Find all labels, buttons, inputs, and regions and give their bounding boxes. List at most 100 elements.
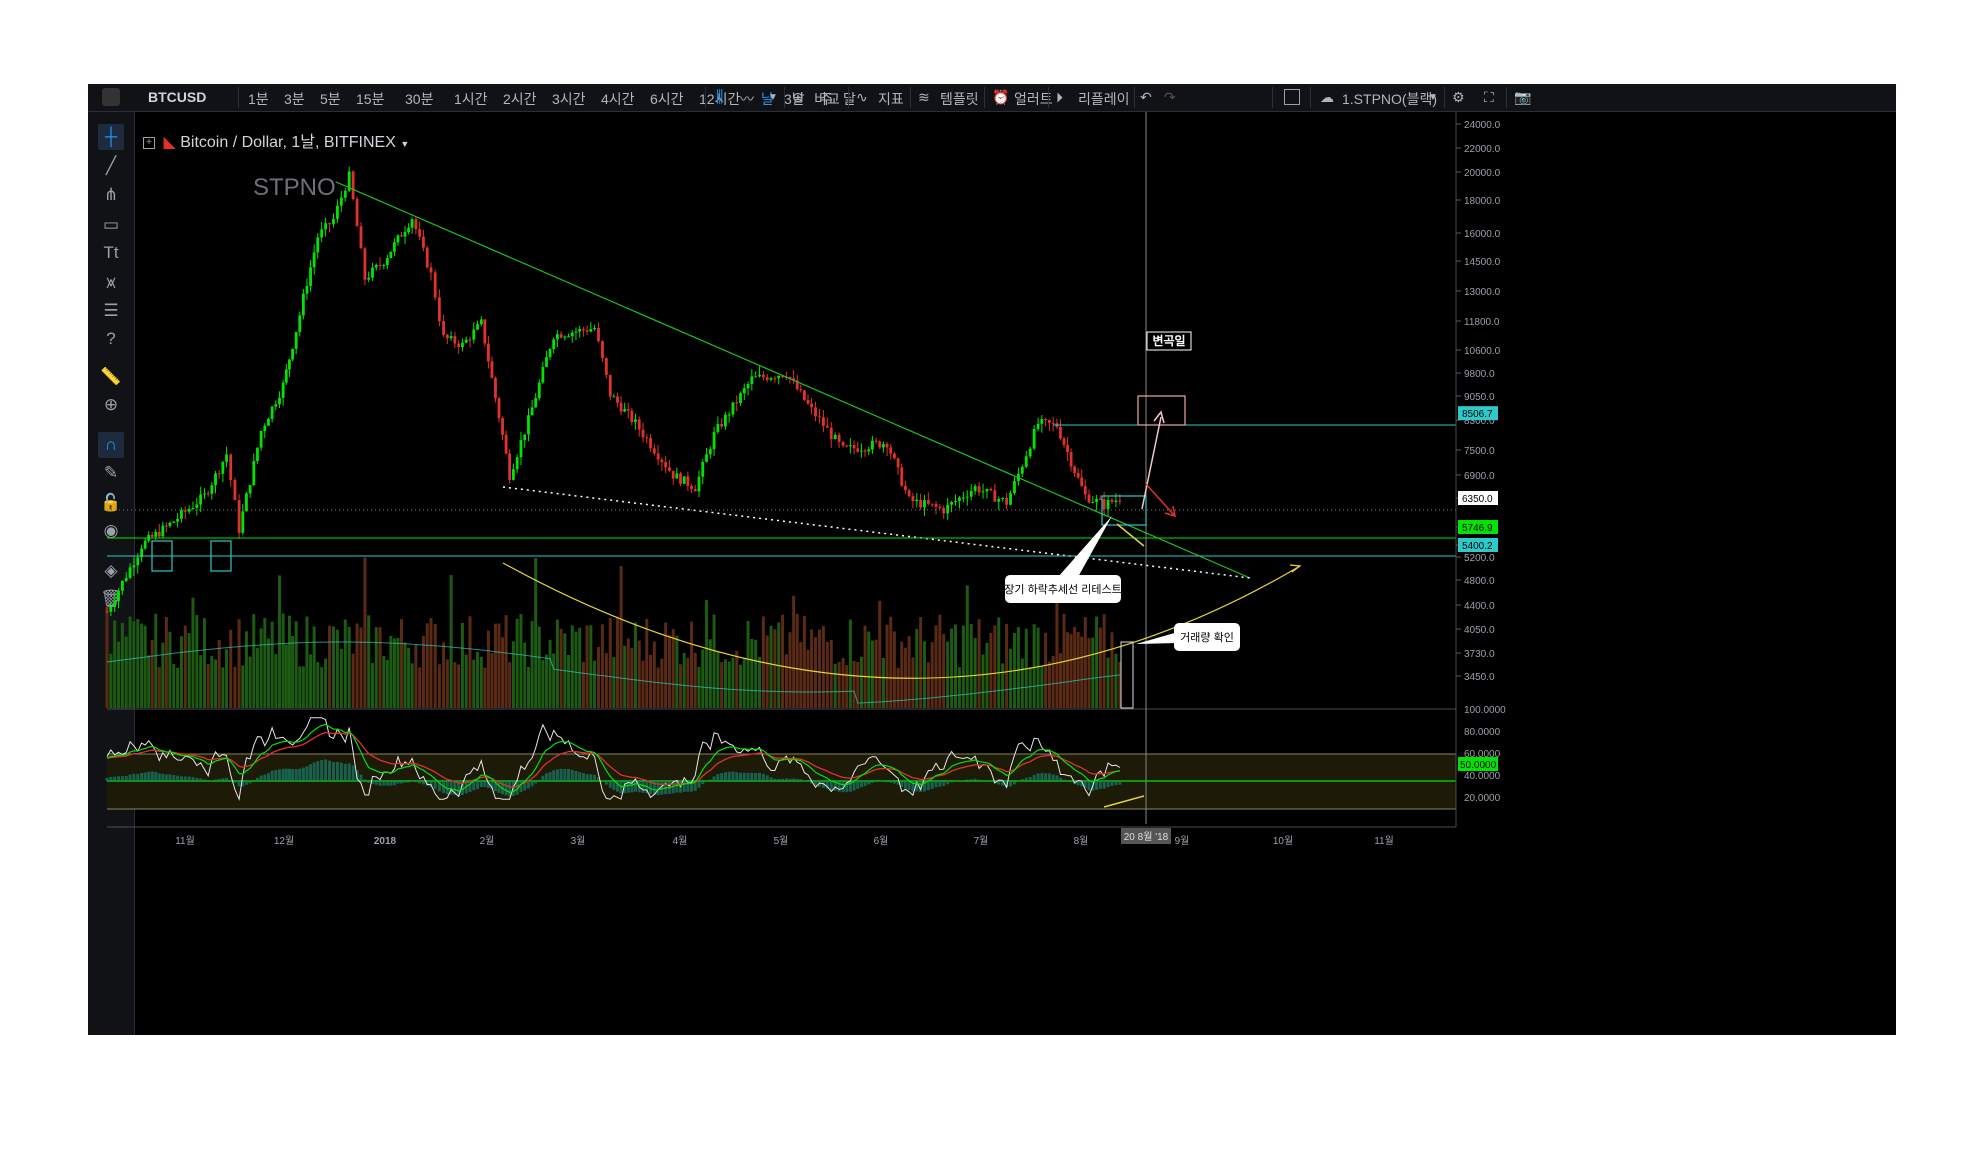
pencil-lock-icon[interactable]: ✎	[103, 463, 119, 482]
lock-icon[interactable]: 🔓	[100, 493, 122, 512]
interval-9[interactable]: 6시간	[650, 91, 684, 107]
volume-bar	[335, 629, 339, 708]
interval-0[interactable]: 1분	[248, 91, 269, 107]
alert-icon[interactable]: ⏰	[992, 89, 1010, 105]
candle-body	[969, 490, 973, 497]
layout-name[interactable]: 1.STPNO(블랙)	[1342, 91, 1437, 107]
flag-icon[interactable]: ◣	[163, 134, 176, 151]
volume-bar	[339, 648, 343, 708]
rectangle-icon[interactable]: ▭	[102, 215, 120, 234]
price-badge	[1458, 406, 1498, 421]
candle-body	[593, 327, 596, 329]
macd-histogram-bar	[183, 776, 187, 781]
trash-icon[interactable]: 🗑	[100, 589, 122, 608]
volume-bar	[885, 624, 889, 708]
crosshair-icon[interactable]: ┼	[98, 124, 124, 150]
macd-histogram-bar	[985, 780, 989, 781]
macd-histogram-bar	[806, 781, 810, 782]
interval-6[interactable]: 2시간	[503, 91, 537, 107]
volume-bar	[626, 638, 630, 708]
volume-bar	[664, 622, 668, 708]
chart-style-line-icon[interactable]: 〰	[740, 91, 754, 107]
expand-icon[interactable]: ⛶	[1484, 89, 1494, 105]
candle-body	[716, 424, 720, 432]
fib-icon[interactable]: ☰	[103, 301, 119, 320]
help-icon[interactable]: ?	[106, 329, 116, 348]
chevron-down-icon[interactable]: ▼	[400, 139, 410, 149]
indicators-icon[interactable]: ∿	[856, 89, 868, 105]
interval-10[interactable]: 12시간	[699, 91, 741, 107]
compare-button[interactable]: 비교	[814, 91, 840, 107]
volume-bar	[671, 629, 675, 708]
pitchfork-icon[interactable]: ⋔	[103, 185, 119, 204]
layers-icon[interactable]: ◈	[104, 561, 118, 580]
volume-bar	[965, 585, 969, 708]
interval-7[interactable]: 3시간	[552, 91, 586, 107]
candle-body	[885, 443, 889, 448]
candle-body	[946, 504, 950, 514]
eye-icon[interactable]: ◉	[103, 521, 119, 540]
text-tool-icon[interactable]: Tt	[103, 243, 119, 262]
interval-11[interactable]: 날	[761, 91, 774, 107]
zoom-icon[interactable]: ⊕	[103, 395, 119, 414]
macd-histogram-bar	[320, 760, 324, 781]
alert-button[interactable]: 얼러트	[1014, 91, 1053, 107]
ruler-icon[interactable]: 📏	[100, 367, 122, 386]
fullscreen-box-icon[interactable]	[1284, 89, 1300, 105]
templates-button[interactable]: 템플릿	[940, 91, 979, 107]
collapse-legend-icon[interactable]: +	[143, 136, 155, 149]
pattern-icon[interactable]: ⩙	[106, 273, 116, 292]
interval-3[interactable]: 15분	[356, 91, 385, 107]
volume-bar	[985, 642, 989, 708]
volume-bar	[961, 625, 965, 708]
candle-body	[136, 557, 140, 566]
macd-histogram-bar	[140, 773, 144, 781]
interval-12[interactable]: 3날	[784, 91, 805, 107]
templates-icon[interactable]: ≋	[918, 89, 930, 105]
candle-body	[252, 461, 256, 486]
volume-bar	[270, 621, 274, 708]
candle-body	[545, 357, 548, 367]
macd-histogram-bar	[117, 776, 121, 781]
symbol-title[interactable]: Bitcoin / Dollar, 1날, BITFINEX	[180, 134, 396, 151]
magnet-icon[interactable]: ∩	[98, 432, 124, 458]
candle-body	[374, 264, 378, 268]
macd-histogram-bar	[675, 781, 679, 793]
interval-4[interactable]: 30분	[405, 91, 434, 107]
replay-button[interactable]: 리플레이	[1078, 91, 1130, 107]
interval-13[interactable]: 주	[820, 91, 833, 107]
gear-icon[interactable]: ⚙	[1452, 89, 1465, 105]
replay-icon[interactable]: ⏵	[1056, 89, 1063, 105]
interval-1[interactable]: 3분	[284, 91, 305, 107]
candle-body	[582, 328, 585, 331]
macd-histogram-bar	[833, 781, 837, 791]
chevron-down-icon[interactable]: ▼	[768, 92, 778, 103]
compare-icon[interactable]: ⊕	[792, 89, 804, 105]
symbol-search[interactable]: BTCUSD	[148, 89, 207, 105]
camera-icon[interactable]: 📷	[1514, 89, 1532, 105]
candle-body	[309, 267, 312, 286]
volume-bar	[630, 647, 634, 708]
chevron-down-icon[interactable]: ▼	[1428, 92, 1438, 103]
chart-style-candles-icon[interactable]: ⫼	[716, 89, 724, 106]
interval-14[interactable]: 달	[843, 91, 856, 107]
macd-histogram-bar	[274, 770, 278, 781]
rsi-divergence-line	[1103, 795, 1145, 808]
undo-icon[interactable]: ↶	[1140, 89, 1152, 105]
trend-line-icon[interactable]: ╱	[105, 156, 117, 175]
volume-ma-line	[106, 641, 1120, 704]
cloud-icon[interactable]: ☁	[1320, 89, 1334, 105]
candle-body	[837, 434, 841, 442]
volume-bar	[567, 654, 571, 708]
indicators-button[interactable]: 지표	[878, 91, 904, 107]
interval-5[interactable]: 1시간	[454, 91, 488, 107]
time-tick-label: 6월	[874, 835, 889, 847]
volume-bar	[675, 635, 679, 708]
candle-body	[1047, 420, 1051, 423]
interval-8[interactable]: 4시간	[601, 91, 635, 107]
redo-icon[interactable]: ↷	[1164, 89, 1176, 105]
macd-histogram-bar	[523, 781, 527, 791]
volume-bar	[392, 638, 396, 708]
interval-2[interactable]: 5분	[320, 91, 341, 107]
